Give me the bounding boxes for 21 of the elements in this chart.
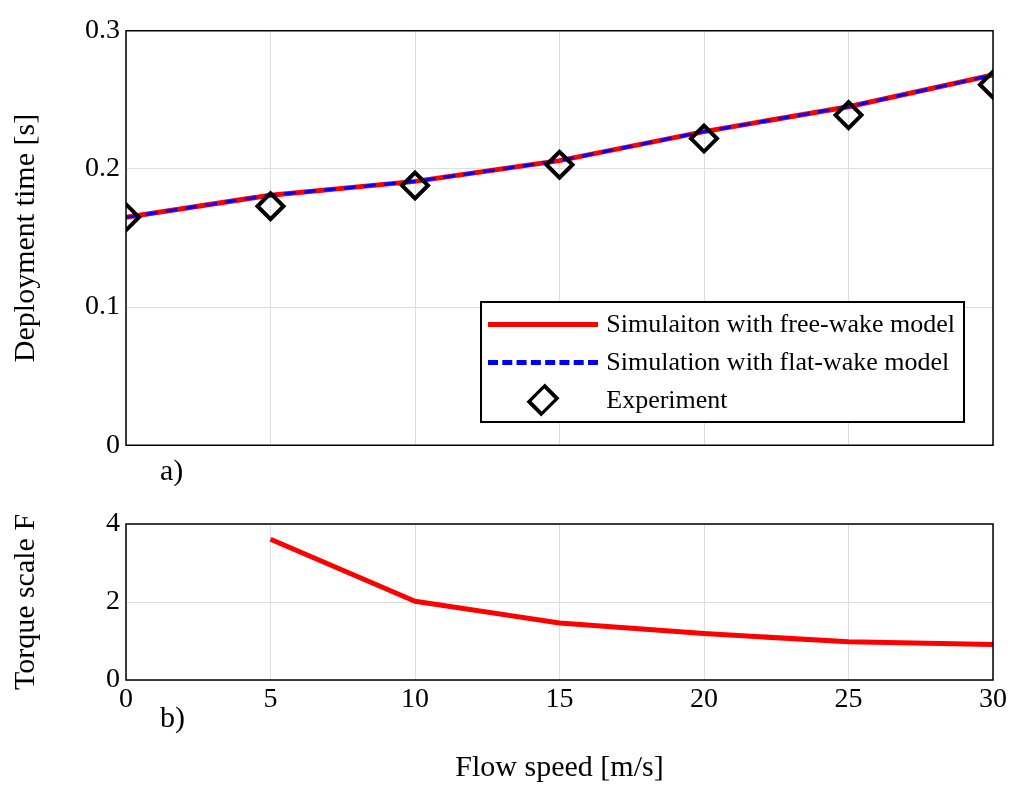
x-tick-label: 20 [690,682,718,714]
legend-label: Experiment [606,385,728,415]
y-axis-title: Deployment time [s] [6,113,40,363]
legend-label: Simulation with flat-wake model [606,347,950,377]
y-tick-label: 0 [106,662,120,694]
y-tick-label: 0.3 [85,13,120,45]
x-tick-label: 25 [834,682,863,714]
y-tick-label: 0.2 [85,151,120,183]
x-axis-title: Flow speed [m/s] [455,748,664,782]
y-tick-label: 0 [106,427,120,459]
x-tick-label: 10 [401,682,429,714]
y-tick-label: 0.1 [85,289,120,321]
legend-label: Simulaiton with free-wake model [606,309,955,339]
x-tick-label: 30 [979,682,1007,714]
text: b) [160,700,185,734]
x-tick-label: 15 [545,682,574,714]
y-tick-label: 2 [106,584,120,616]
x-tick-label: 5 [263,682,278,714]
text: a) [160,453,184,487]
y-axis-title: Torque scale F [6,513,40,691]
y-tick-label: 4 [106,506,120,538]
